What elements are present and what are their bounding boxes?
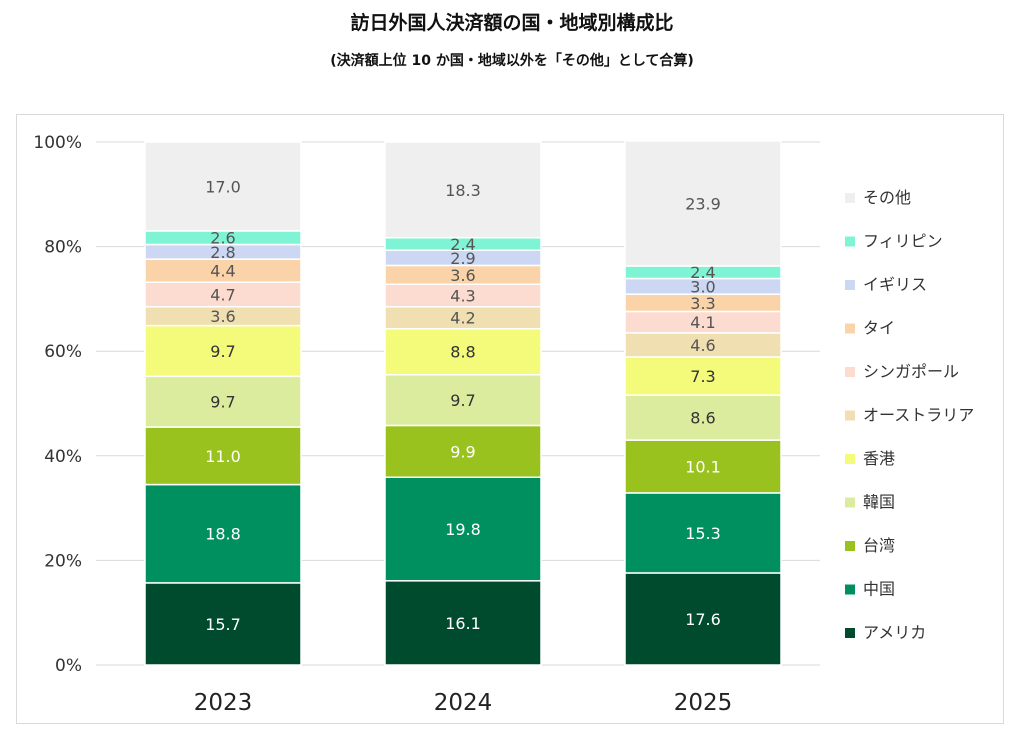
bar-segment — [144, 426, 302, 486]
bar-segment — [144, 582, 302, 666]
data-label: 18.3 — [445, 181, 481, 200]
bar-segment — [624, 356, 782, 396]
bar-segment — [384, 141, 542, 239]
legend-swatch — [845, 367, 855, 377]
legend-swatch — [845, 541, 855, 551]
data-label: 2.4 — [450, 235, 475, 254]
legend-label: その他 — [863, 188, 911, 207]
x-tick-label: 2023 — [194, 690, 253, 716]
legend-swatch — [845, 236, 855, 247]
bar-segment — [384, 476, 542, 582]
data-label: 17.6 — [685, 610, 721, 629]
data-label: 3.3 — [690, 294, 715, 313]
chart-frame — [16, 114, 1004, 724]
data-label: 2.9 — [450, 249, 475, 268]
chart-title: 訪日外国人決済額の国・地域別構成比 — [350, 12, 674, 34]
legend-swatch — [845, 410, 855, 421]
data-label: 9.7 — [210, 393, 235, 412]
legend-label: アメリカ — [863, 623, 926, 642]
data-label: 9.7 — [450, 391, 475, 410]
chart-subtitle: (決済額上位 10 か国・地域以外を「その他」として合算) — [330, 53, 694, 69]
data-label: 11.0 — [205, 447, 241, 466]
bar-segment — [144, 324, 302, 378]
y-tick-label: 60% — [44, 342, 82, 362]
data-label: 8.6 — [690, 409, 715, 428]
legend-swatch — [845, 628, 855, 638]
data-label: 16.1 — [445, 614, 481, 633]
x-tick-label: 2024 — [434, 690, 493, 716]
bar-segment — [624, 140, 782, 267]
y-tick-label: 100% — [33, 133, 82, 153]
data-label: 2.6 — [210, 229, 235, 248]
legend-swatch — [845, 280, 855, 290]
legend-label: 韓国 — [863, 493, 895, 512]
data-label: 4.7 — [210, 285, 235, 304]
data-label: 4.2 — [450, 309, 475, 328]
legend-label: オーストラリア — [863, 406, 974, 425]
data-label: 4.3 — [450, 287, 475, 306]
y-tick-label: 80% — [44, 238, 82, 258]
data-label: 9.9 — [450, 442, 475, 461]
data-label: 19.8 — [445, 520, 481, 539]
data-label: 2.4 — [690, 263, 715, 282]
data-label: 4.1 — [690, 313, 715, 332]
legend-swatch — [845, 454, 855, 464]
data-label: 15.3 — [685, 524, 721, 543]
bar-segment — [384, 327, 542, 376]
y-tick-label: 40% — [44, 447, 82, 467]
data-label: 17.0 — [205, 177, 241, 196]
bar-segment — [624, 439, 782, 494]
bar-segment — [624, 394, 782, 441]
y-tick-label: 0% — [55, 656, 82, 676]
legend-label: 台湾 — [863, 536, 895, 555]
y-tick-label: 20% — [44, 551, 82, 571]
data-label: 23.9 — [685, 194, 721, 213]
legend-label: 中国 — [863, 580, 895, 599]
legend-label: シンガポール — [863, 362, 959, 381]
legend-swatch — [845, 323, 855, 334]
bar-segment — [624, 332, 782, 358]
legend-swatch — [845, 193, 855, 203]
data-label: 4.4 — [210, 262, 235, 281]
data-label: 3.0 — [690, 277, 715, 296]
data-label: 3.6 — [450, 266, 475, 285]
bar-segment — [384, 373, 542, 427]
bar-segment — [144, 141, 302, 232]
data-label: 10.1 — [685, 458, 721, 477]
data-label: 4.6 — [690, 336, 715, 355]
data-label: 9.7 — [210, 342, 235, 361]
bar-segment — [144, 281, 302, 308]
data-label: 3.6 — [210, 307, 235, 326]
bar-segment — [144, 483, 302, 584]
x-tick-label: 2025 — [674, 690, 733, 716]
bar-segment — [144, 375, 302, 428]
legend-label: イギリス — [863, 275, 927, 294]
data-label: 8.8 — [450, 343, 475, 362]
data-label: 2.8 — [210, 243, 235, 262]
data-label: 18.8 — [205, 525, 241, 544]
legend-label: フィリピン — [863, 232, 943, 251]
legend-swatch — [845, 497, 855, 508]
data-label: 7.3 — [690, 367, 715, 386]
data-label: 15.7 — [205, 615, 241, 634]
bar-segment — [384, 424, 542, 478]
legend-swatch — [845, 584, 855, 595]
legend-label: タイ — [863, 319, 895, 338]
legend-label: 香港 — [863, 449, 895, 468]
